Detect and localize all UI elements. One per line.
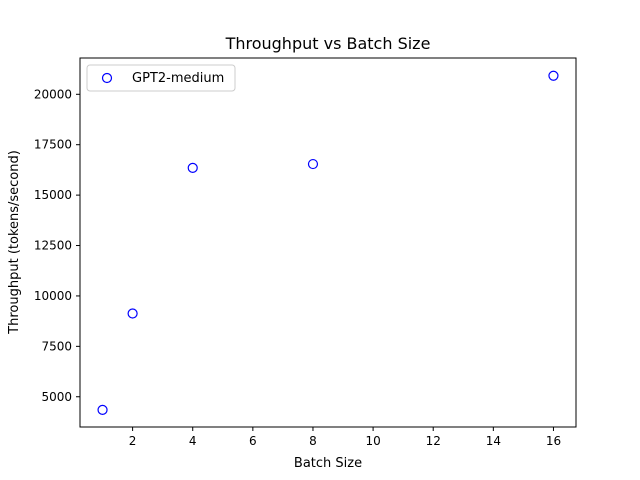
y-tick-label: 20000	[34, 87, 72, 101]
y-axis: 5000 7500 10000 12500 15000 17500 20000	[34, 87, 80, 404]
plot-area	[79, 57, 577, 428]
x-axis: 2 4 6 8 10 12 14 16	[129, 427, 561, 448]
x-tick-label: 4	[189, 434, 197, 448]
data-point	[127, 308, 138, 319]
x-tick-label: 8	[309, 434, 317, 448]
chart-title: Throughput vs Batch Size	[225, 34, 431, 53]
y-axis-label: Throughput (tokens/second)	[7, 150, 22, 335]
y-tick-label: 17500	[34, 138, 72, 152]
y-tick-label: 12500	[34, 239, 72, 253]
y-tick-label: 15000	[34, 188, 72, 202]
data-point	[307, 158, 319, 170]
plot-frame	[79, 57, 577, 428]
legend-marker	[101, 72, 113, 84]
data-point	[97, 404, 108, 415]
x-tick-label: 10	[365, 434, 380, 448]
x-tick-label: 6	[249, 434, 257, 448]
data-point	[187, 162, 198, 173]
x-tick-label: 14	[486, 434, 501, 448]
x-axis-label: Batch Size	[294, 456, 362, 471]
legend: GPT2-medium	[86, 64, 236, 92]
x-tick-label: 16	[546, 434, 561, 448]
y-tick-label: 7500	[41, 339, 72, 353]
x-tick-label: 2	[129, 434, 137, 448]
legend-box	[86, 64, 236, 92]
x-tick-label: 12	[426, 434, 441, 448]
y-tick-label: 5000	[41, 390, 72, 404]
y-tick-label: 10000	[34, 289, 72, 303]
data-points	[97, 70, 559, 415]
data-point	[548, 70, 559, 81]
legend-label: GPT2-medium	[132, 71, 224, 86]
